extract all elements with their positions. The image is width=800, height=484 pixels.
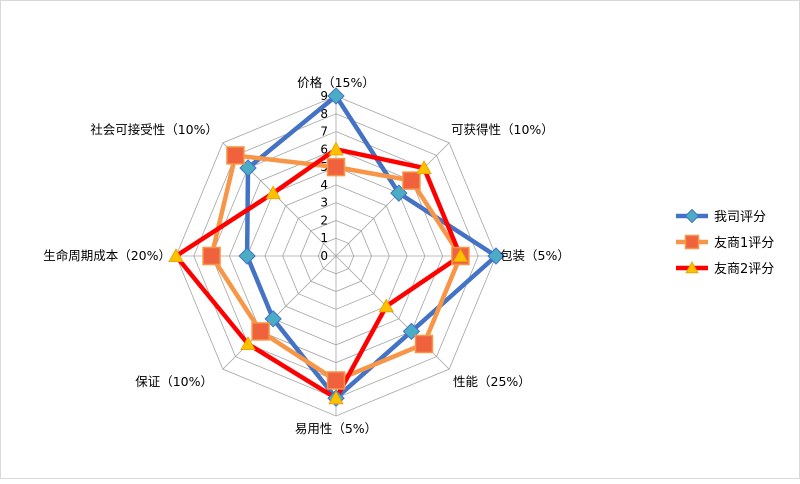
data-point	[328, 141, 344, 156]
data-point	[416, 160, 432, 175]
radar-series	[168, 87, 505, 407]
data-point	[326, 371, 346, 390]
data-point	[452, 248, 469, 263]
category-label: 生命周期成本（20%）	[43, 248, 171, 263]
category-label: 包装（5%）	[500, 248, 570, 263]
data-point	[265, 185, 281, 200]
tick-label: 3	[320, 196, 328, 210]
series-3-markers	[168, 141, 469, 405]
legend-item: 友商1评分	[676, 234, 774, 251]
legend-item: 我司评分	[676, 208, 766, 225]
legend-label: 我司评分	[714, 210, 766, 225]
data-point	[402, 171, 421, 190]
legend-item: 友商2评分	[676, 261, 774, 277]
data-point	[226, 146, 245, 165]
data-point	[684, 234, 700, 250]
data-point	[378, 298, 394, 313]
legend-label: 友商2评分	[714, 261, 774, 277]
data-point	[240, 336, 256, 350]
grid-spoke	[335, 142, 450, 257]
data-point	[684, 208, 700, 224]
data-point	[326, 157, 346, 177]
data-point	[168, 248, 184, 263]
data-point	[202, 246, 221, 266]
data-point	[414, 334, 434, 354]
tick-label: 6	[320, 142, 328, 156]
data-point	[238, 247, 256, 265]
data-point	[487, 247, 505, 265]
tick-label: 0	[320, 249, 328, 263]
tick-label: 1	[320, 231, 328, 245]
category-label: 易用性（5%）	[295, 421, 377, 436]
category-label: 性能（25%）	[453, 374, 531, 389]
tick-label: 4	[320, 178, 328, 192]
category-label: 可获得性（10%）	[451, 122, 554, 137]
tick-label: 7	[320, 125, 328, 139]
radar-category-labels: 价格（15%） 可获得性（10%） 包装（5%） 性能（25%） 易用性（5%） 保证（1…	[43, 75, 570, 436]
tick-label: 9	[320, 89, 328, 103]
series-2-markers	[202, 146, 470, 390]
data-point	[328, 390, 344, 405]
legend-label: 友商1评分	[714, 235, 774, 251]
tick-label: 2	[320, 213, 328, 227]
category-label: 保证（10%）	[135, 374, 213, 389]
grid-spoke	[222, 255, 337, 370]
data-point	[327, 87, 345, 105]
category-label: 社会可接受性（10%）	[90, 122, 218, 137]
tick-label: 8	[320, 107, 328, 121]
data-point	[251, 322, 270, 341]
category-label: 价格（15%）	[297, 75, 375, 90]
data-point	[685, 261, 699, 274]
